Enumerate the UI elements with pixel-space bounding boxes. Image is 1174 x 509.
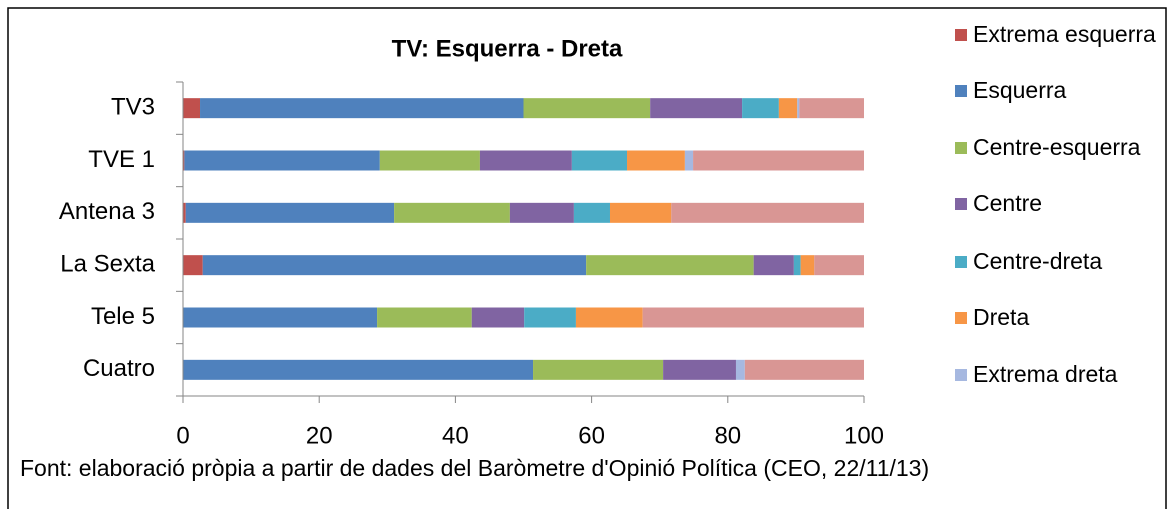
legend-swatch: [955, 198, 967, 210]
bar-segment: [533, 359, 664, 380]
bar-segment: [609, 202, 672, 223]
legend-label: Centre-dreta: [973, 248, 1103, 274]
bar-segment: [814, 255, 864, 276]
bar-segment: [573, 202, 610, 223]
x-tick-label: 60: [578, 422, 605, 449]
legend-entry: Centre: [955, 191, 1173, 215]
y-tick-label: Tele 5: [91, 303, 155, 330]
legend-label: Centre-esquerra: [973, 134, 1141, 160]
bar-segment: [183, 359, 534, 380]
legend-entry: Dreta: [955, 305, 1173, 329]
bar-segment: [663, 359, 736, 380]
legend-entry: Esquerra: [955, 78, 1173, 102]
legend-label: Extrema esquerra: [973, 21, 1156, 47]
bar-segment: [523, 98, 651, 119]
source-note: Font: elaboració pròpia a partir de dade…: [20, 455, 930, 481]
bar-segment: [642, 307, 864, 328]
y-tick-label: Cuatro: [83, 355, 155, 382]
frame: [7, 7, 1167, 509]
legend-entry: Centre-esquerra: [955, 135, 1173, 159]
bar-segment: [793, 255, 801, 276]
legend-swatch: [955, 369, 967, 381]
bar-segment: [394, 202, 510, 223]
bar-segment: [742, 98, 779, 119]
x-tick-label: 20: [306, 422, 333, 449]
bar-segment: [184, 150, 380, 171]
bar-segment: [183, 202, 186, 223]
bar-segment: [799, 98, 864, 119]
x-tick-label: 100: [844, 422, 884, 449]
bar-segment: [571, 150, 628, 171]
bar-segment: [471, 307, 525, 328]
x-tick-label: 40: [442, 422, 469, 449]
bar-segment: [800, 255, 815, 276]
bar-segment: [509, 202, 574, 223]
legend-label: Dreta: [973, 304, 1030, 330]
bar-segment: [377, 307, 472, 328]
bar-segment: [183, 150, 185, 171]
bar-segment: [797, 98, 800, 119]
y-tick-label: TV3: [111, 94, 155, 121]
legend-swatch: [955, 142, 967, 154]
legend-label: Extrema dreta: [973, 361, 1118, 387]
x-tick-label: 80: [714, 422, 741, 449]
y-tick-label: Antena 3: [59, 198, 155, 225]
bar-segment: [183, 255, 203, 276]
legend-entry: Extrema esquerra: [955, 22, 1173, 46]
x-tick-label: 0: [176, 422, 189, 449]
y-tick-label: La Sexta: [60, 251, 155, 278]
bar-segment: [379, 150, 480, 171]
legend-entry: Extrema dreta: [955, 362, 1173, 386]
legend-swatch: [955, 312, 967, 324]
bar-segment: [202, 255, 587, 276]
bar-segment: [524, 307, 576, 328]
chart-title: TV: Esquerra - Dreta: [392, 35, 623, 62]
legend-swatch: [955, 85, 967, 97]
bar-segment: [671, 202, 864, 223]
legend-swatch: [955, 29, 967, 41]
y-tick-label: TVE 1: [88, 146, 155, 173]
bar-segment: [650, 98, 743, 119]
bar-segment: [778, 98, 798, 119]
bar-segment: [185, 202, 395, 223]
legend-entry: Centre-dreta: [955, 249, 1173, 273]
legend-label: Centre: [973, 190, 1043, 216]
bar-segment: [735, 359, 745, 380]
bar-segment: [575, 307, 643, 328]
bar-segment: [684, 150, 694, 171]
legend-swatch: [955, 256, 967, 268]
bar-segment: [586, 255, 754, 276]
bar-segment: [753, 255, 794, 276]
bar-segment: [744, 359, 864, 380]
bar-segment: [693, 150, 864, 171]
bar-segment: [183, 98, 201, 119]
bar-segment: [200, 98, 524, 119]
legend-label: Esquerra: [973, 77, 1067, 103]
bar-segment: [627, 150, 685, 171]
bar-segment: [183, 307, 378, 328]
bar-segment: [479, 150, 572, 171]
